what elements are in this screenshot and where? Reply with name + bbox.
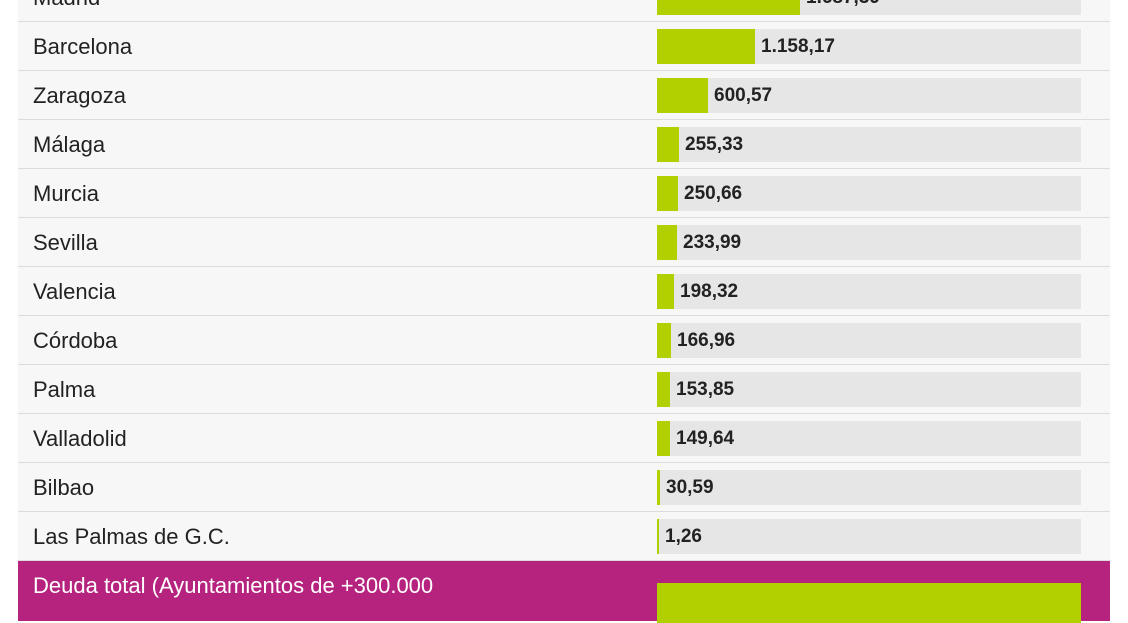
value-label: 1,26 bbox=[665, 526, 702, 547]
value-label: 149,64 bbox=[676, 428, 735, 449]
bar-track: 255,33 bbox=[657, 127, 1081, 162]
bar bbox=[657, 29, 755, 64]
table-row: Málaga 255,33 bbox=[18, 120, 1110, 169]
value-label: 1.687,39 bbox=[806, 0, 880, 15]
table-row: Bilbao 30,59 bbox=[18, 463, 1110, 512]
bar-track: 1.687,39 bbox=[657, 0, 1081, 15]
value-label: 153,85 bbox=[676, 379, 735, 400]
row-label: Valladolid bbox=[33, 426, 127, 451]
bar bbox=[657, 274, 674, 309]
total-bar bbox=[657, 583, 1081, 623]
row-label: Málaga bbox=[33, 132, 106, 157]
bar bbox=[657, 225, 677, 260]
value-label: 198,32 bbox=[680, 281, 739, 302]
value-label: 30,59 bbox=[666, 477, 714, 498]
value-label: 255,33 bbox=[685, 134, 744, 155]
row-label: Murcia bbox=[33, 181, 100, 206]
row-label: Madrid bbox=[33, 0, 100, 22]
row-label: Valencia bbox=[33, 279, 116, 304]
value-label: 250,66 bbox=[684, 183, 743, 204]
row-label: Las Palmas de G.C. bbox=[33, 524, 230, 549]
bar-track: 250,66 bbox=[657, 176, 1081, 211]
bar bbox=[657, 323, 671, 358]
table-row: Córdoba 166,96 bbox=[18, 316, 1110, 365]
bar-track: 1.158,17 bbox=[657, 29, 1081, 64]
total-row: Deuda total (Ayuntamientos de +300.000 bbox=[18, 561, 1110, 623]
bar-track: 1,26 bbox=[657, 519, 1081, 554]
table-row: Barcelona 1.158,17 bbox=[18, 22, 1110, 71]
row-label: Bilbao bbox=[33, 475, 95, 500]
table-row: Valladolid 149,64 bbox=[18, 414, 1110, 463]
bar-track: 600,57 bbox=[657, 78, 1081, 113]
bar-track: 153,85 bbox=[657, 372, 1081, 407]
value-label: 1.158,17 bbox=[761, 36, 835, 57]
table-row: Madrid 1.687,39 bbox=[18, 0, 1110, 22]
bar-track: 30,59 bbox=[657, 470, 1081, 505]
bar bbox=[657, 470, 660, 505]
value-label: 166,96 bbox=[677, 330, 736, 351]
total-label: Deuda total (Ayuntamientos de +300.000 bbox=[33, 573, 434, 598]
table-row: Valencia 198,32 bbox=[18, 267, 1110, 316]
bar-track: 166,96 bbox=[657, 323, 1081, 358]
table-row: Murcia 250,66 bbox=[18, 169, 1110, 218]
row-label: Palma bbox=[33, 377, 96, 402]
table-row: Las Palmas de G.C. 1,26 bbox=[18, 512, 1110, 561]
value-label: 233,99 bbox=[683, 232, 742, 253]
bar bbox=[657, 0, 800, 15]
bar-track: 233,99 bbox=[657, 225, 1081, 260]
bar bbox=[657, 78, 708, 113]
bar bbox=[657, 127, 679, 162]
row-label: Zaragoza bbox=[33, 83, 126, 108]
row-label: Sevilla bbox=[33, 230, 98, 255]
row-label: Córdoba bbox=[33, 328, 118, 353]
bar-track: 149,64 bbox=[657, 421, 1081, 456]
value-label: 600,57 bbox=[714, 85, 773, 106]
bar bbox=[657, 421, 670, 456]
table-row: Zaragoza 600,57 bbox=[18, 71, 1110, 120]
chart-table: Madrid 1.687,39 Barcelona 1.158,17 Zaragoza 6… bbox=[18, 0, 1110, 561]
bar-track: 198,32 bbox=[657, 274, 1081, 309]
bar bbox=[657, 519, 659, 554]
bar bbox=[657, 176, 678, 211]
bar bbox=[657, 372, 670, 407]
table-row: Sevilla 233,99 bbox=[18, 218, 1110, 267]
row-label: Barcelona bbox=[33, 34, 133, 59]
table-row: Palma 153,85 bbox=[18, 365, 1110, 414]
